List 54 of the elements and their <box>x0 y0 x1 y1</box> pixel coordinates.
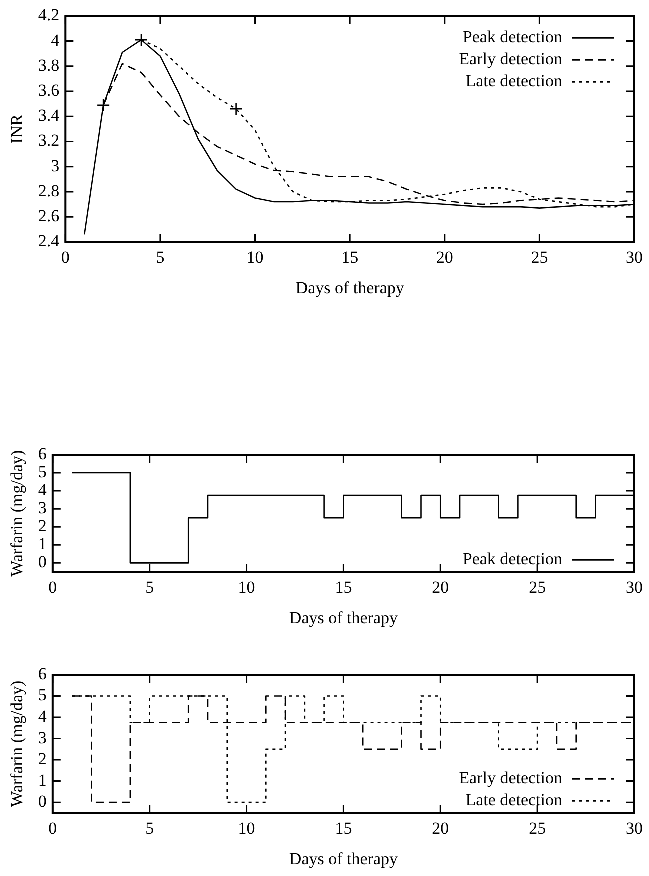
y-axis-title: Warfarin (mg/day) <box>8 680 27 808</box>
legend-label: Early detection <box>459 50 563 69</box>
x-tick-label: 20 <box>436 248 454 267</box>
x-axis-title: Days of therapy <box>289 608 398 628</box>
x-tick-label: 30 <box>626 578 643 597</box>
x-tick-label: 5 <box>146 578 154 597</box>
x-tick-label: 15 <box>335 818 352 838</box>
y-tick-label: 3 <box>38 728 47 748</box>
x-tick-label: 10 <box>238 578 256 597</box>
x-tick-label: 25 <box>531 248 548 267</box>
y-tick-label: 3.6 <box>38 81 60 100</box>
x-tick-label: 15 <box>335 578 352 597</box>
y-tick-label: 0 <box>38 552 47 572</box>
y-tick-label: 5 <box>38 686 47 705</box>
x-tick-label: 30 <box>626 818 643 838</box>
x-tick-label: 30 <box>626 248 643 267</box>
y-tick-label: 1 <box>38 770 47 790</box>
x-tick-label: 25 <box>529 818 546 838</box>
y-tick-label: 0 <box>38 792 47 812</box>
y-tick-label: 2.4 <box>38 232 60 251</box>
legend-label: Peak detection <box>462 28 563 47</box>
legend-label: Late detection <box>466 790 563 810</box>
y-tick-label: 5 <box>38 462 47 482</box>
y-tick-label: 4.2 <box>38 6 60 25</box>
y-tick-label: 2 <box>38 516 47 536</box>
y-axis-title: INR <box>8 114 27 144</box>
legend-label: Late detection <box>466 72 563 91</box>
y-tick-label: 2.6 <box>38 206 60 226</box>
x-tick-label: 10 <box>238 818 256 838</box>
y-tick-label: 3.4 <box>38 106 60 126</box>
y-tick-label: 1 <box>38 534 47 554</box>
y-tick-label: 6 <box>38 444 47 464</box>
legend-label: Peak detection <box>462 550 563 569</box>
y-tick-label: 4 <box>51 30 60 50</box>
y-tick-label: 3 <box>51 156 60 176</box>
y-tick-label: 3 <box>38 498 47 518</box>
y-tick-label: 4 <box>38 706 48 726</box>
x-tick-label: 10 <box>246 248 264 267</box>
y-tick-label: 2.8 <box>38 181 60 200</box>
x-axis-title: Days of therapy <box>289 849 398 868</box>
x-tick-label: 20 <box>432 818 450 838</box>
x-tick-label: 5 <box>146 818 154 838</box>
y-tick-label: 2 <box>38 750 47 769</box>
x-tick-label: 5 <box>156 248 165 267</box>
y-tick-label: 3.2 <box>38 131 60 150</box>
x-tick-label: 25 <box>529 578 546 597</box>
y-tick-label: 3.8 <box>38 56 60 75</box>
x-tick-label: 20 <box>432 578 450 597</box>
y-tick-label: 6 <box>38 664 47 684</box>
legend-label: Early detection <box>459 768 563 788</box>
x-axis-title: Days of therapy <box>296 278 405 298</box>
y-axis-title: Warfarin (mg/day) <box>8 450 27 577</box>
x-tick-label: 15 <box>342 248 359 267</box>
y-tick-label: 4 <box>38 480 48 500</box>
